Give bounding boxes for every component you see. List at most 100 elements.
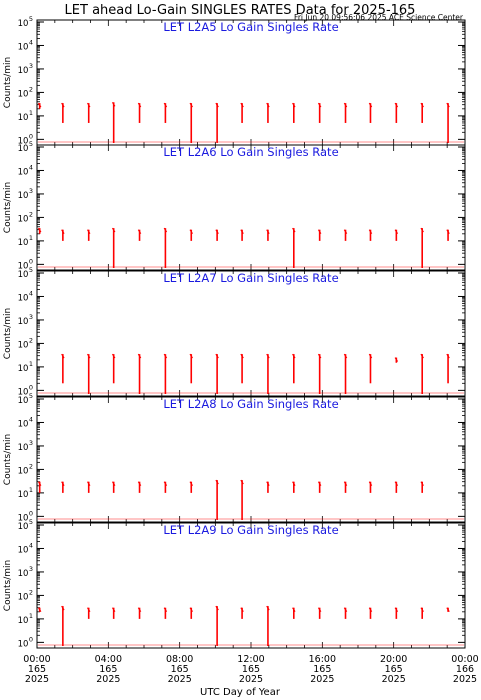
x-tick-year: 2025 xyxy=(168,674,192,685)
data-burst-cap xyxy=(446,353,450,359)
data-burst-cap xyxy=(368,353,373,359)
data-burst-cap xyxy=(137,102,142,108)
data-burst-cap xyxy=(189,102,193,108)
y-tick-label-2: 10 xyxy=(18,592,29,602)
y-tick-exponent-5: 5 xyxy=(29,140,33,148)
y-tick-label-3: 10 xyxy=(18,66,29,76)
data-burst-cap xyxy=(368,229,373,235)
y-tick-exponent-3: 3 xyxy=(29,187,33,195)
data-burst-cap xyxy=(446,607,450,613)
x-tick-doy: 166 xyxy=(456,664,474,675)
x-tick-doy: 165 xyxy=(99,664,117,675)
y-tick-label-0: 10 xyxy=(18,387,29,397)
x-tick-doy: 165 xyxy=(171,664,189,675)
y-tick-label-2: 10 xyxy=(18,214,29,224)
data-burst-cap xyxy=(37,227,42,233)
data-burst-cap xyxy=(266,605,270,611)
y-tick-exponent-0: 0 xyxy=(29,509,33,517)
y-tick-exponent-2: 2 xyxy=(29,85,33,93)
data-burst-cap xyxy=(61,353,65,359)
y-tick-exponent-2: 2 xyxy=(29,462,33,470)
y-axis-label: Counts/min xyxy=(3,560,13,611)
y-tick-exponent-2: 2 xyxy=(29,210,33,218)
x-tick-doy: 165 xyxy=(242,664,260,675)
y-tick-exponent-4: 4 xyxy=(29,38,33,46)
data-burst-cap xyxy=(317,229,322,235)
data-burst-cap xyxy=(292,481,296,487)
data-burst-cap xyxy=(215,605,219,611)
y-tick-exponent-4: 4 xyxy=(29,541,33,549)
data-burst-cap xyxy=(394,229,399,235)
x-axis-ticks: 00:00165202504:00165202508:00165202512:0… xyxy=(23,654,478,685)
data-burst-cap xyxy=(37,102,42,108)
data-burst-cap xyxy=(368,481,373,487)
panel-frame xyxy=(36,270,466,397)
y-tick-label-2: 10 xyxy=(18,340,29,350)
data-burst-cap xyxy=(240,229,244,235)
data-burst-cap xyxy=(87,229,91,235)
data-burst-cap xyxy=(394,357,399,362)
y-tick-exponent-0: 0 xyxy=(29,383,33,391)
y-tick-label-1: 10 xyxy=(18,238,29,248)
y-tick-label-2: 10 xyxy=(18,89,29,99)
data-burst-cap xyxy=(111,353,116,359)
data-burst-cap xyxy=(163,227,168,233)
y-tick-exponent-0: 0 xyxy=(29,635,33,643)
y-tick-exponent-0: 0 xyxy=(29,257,33,265)
data-burst-cap xyxy=(189,229,193,235)
y-tick-label-3: 10 xyxy=(18,569,29,579)
x-tick-doy: 165 xyxy=(385,664,403,675)
y-tick-exponent-3: 3 xyxy=(29,565,33,573)
data-burst-cap xyxy=(111,101,116,107)
panel-frame xyxy=(36,396,466,523)
y-tick-exponent-3: 3 xyxy=(29,62,33,70)
data-burst-cap xyxy=(420,353,424,359)
y-tick-label-3: 10 xyxy=(18,443,29,453)
y-tick-label-5: 10 xyxy=(18,522,29,532)
x-tick-year: 2025 xyxy=(25,674,49,685)
x-tick-year: 2025 xyxy=(382,674,406,685)
y-tick-exponent-5: 5 xyxy=(29,392,33,400)
data-burst-cap xyxy=(266,102,270,108)
x-tick-doy: 165 xyxy=(28,664,46,675)
x-tick-doy: 165 xyxy=(313,664,331,675)
x-tick-time: 16:00 xyxy=(309,654,336,665)
panel-title: LET L2A5 Lo Gain Singles Rate xyxy=(163,20,338,34)
generation-timestamp: Fri Jun 20 09:56:06 2025 ACE Science Cen… xyxy=(294,13,464,22)
y-tick-label-1: 10 xyxy=(18,616,29,626)
y-tick-exponent-4: 4 xyxy=(29,289,33,297)
data-burst-cap xyxy=(266,353,270,359)
data-burst-cap xyxy=(163,102,168,108)
y-tick-exponent-1: 1 xyxy=(29,486,33,494)
y-tick-label-1: 10 xyxy=(18,364,29,374)
data-burst-cap xyxy=(420,607,424,613)
data-burst-cap xyxy=(189,481,193,487)
data-burst-cap xyxy=(240,102,244,108)
panel-frame xyxy=(36,19,466,146)
data-burst-cap xyxy=(137,481,142,487)
data-burst-cap xyxy=(446,102,450,108)
x-tick-year: 2025 xyxy=(453,674,477,685)
x-tick-year: 2025 xyxy=(310,674,334,685)
y-tick-exponent-2: 2 xyxy=(29,588,33,596)
y-tick-label-4: 10 xyxy=(18,42,29,52)
data-burst-cap xyxy=(61,102,65,108)
y-tick-exponent-1: 1 xyxy=(29,234,33,242)
data-burst-cap xyxy=(37,481,42,487)
y-tick-label-0: 10 xyxy=(18,513,29,523)
y-axis-label: Counts/min xyxy=(3,57,13,108)
data-burst-cap xyxy=(87,353,91,359)
data-burst-cap xyxy=(61,605,65,611)
y-tick-exponent-5: 5 xyxy=(29,266,33,274)
y-tick-label-0: 10 xyxy=(18,136,29,146)
data-burst-cap xyxy=(240,607,244,613)
y-tick-exponent-0: 0 xyxy=(29,132,33,140)
data-burst-cap xyxy=(368,102,373,108)
x-tick-time: 12:00 xyxy=(237,654,264,665)
y-tick-label-0: 10 xyxy=(18,639,29,649)
